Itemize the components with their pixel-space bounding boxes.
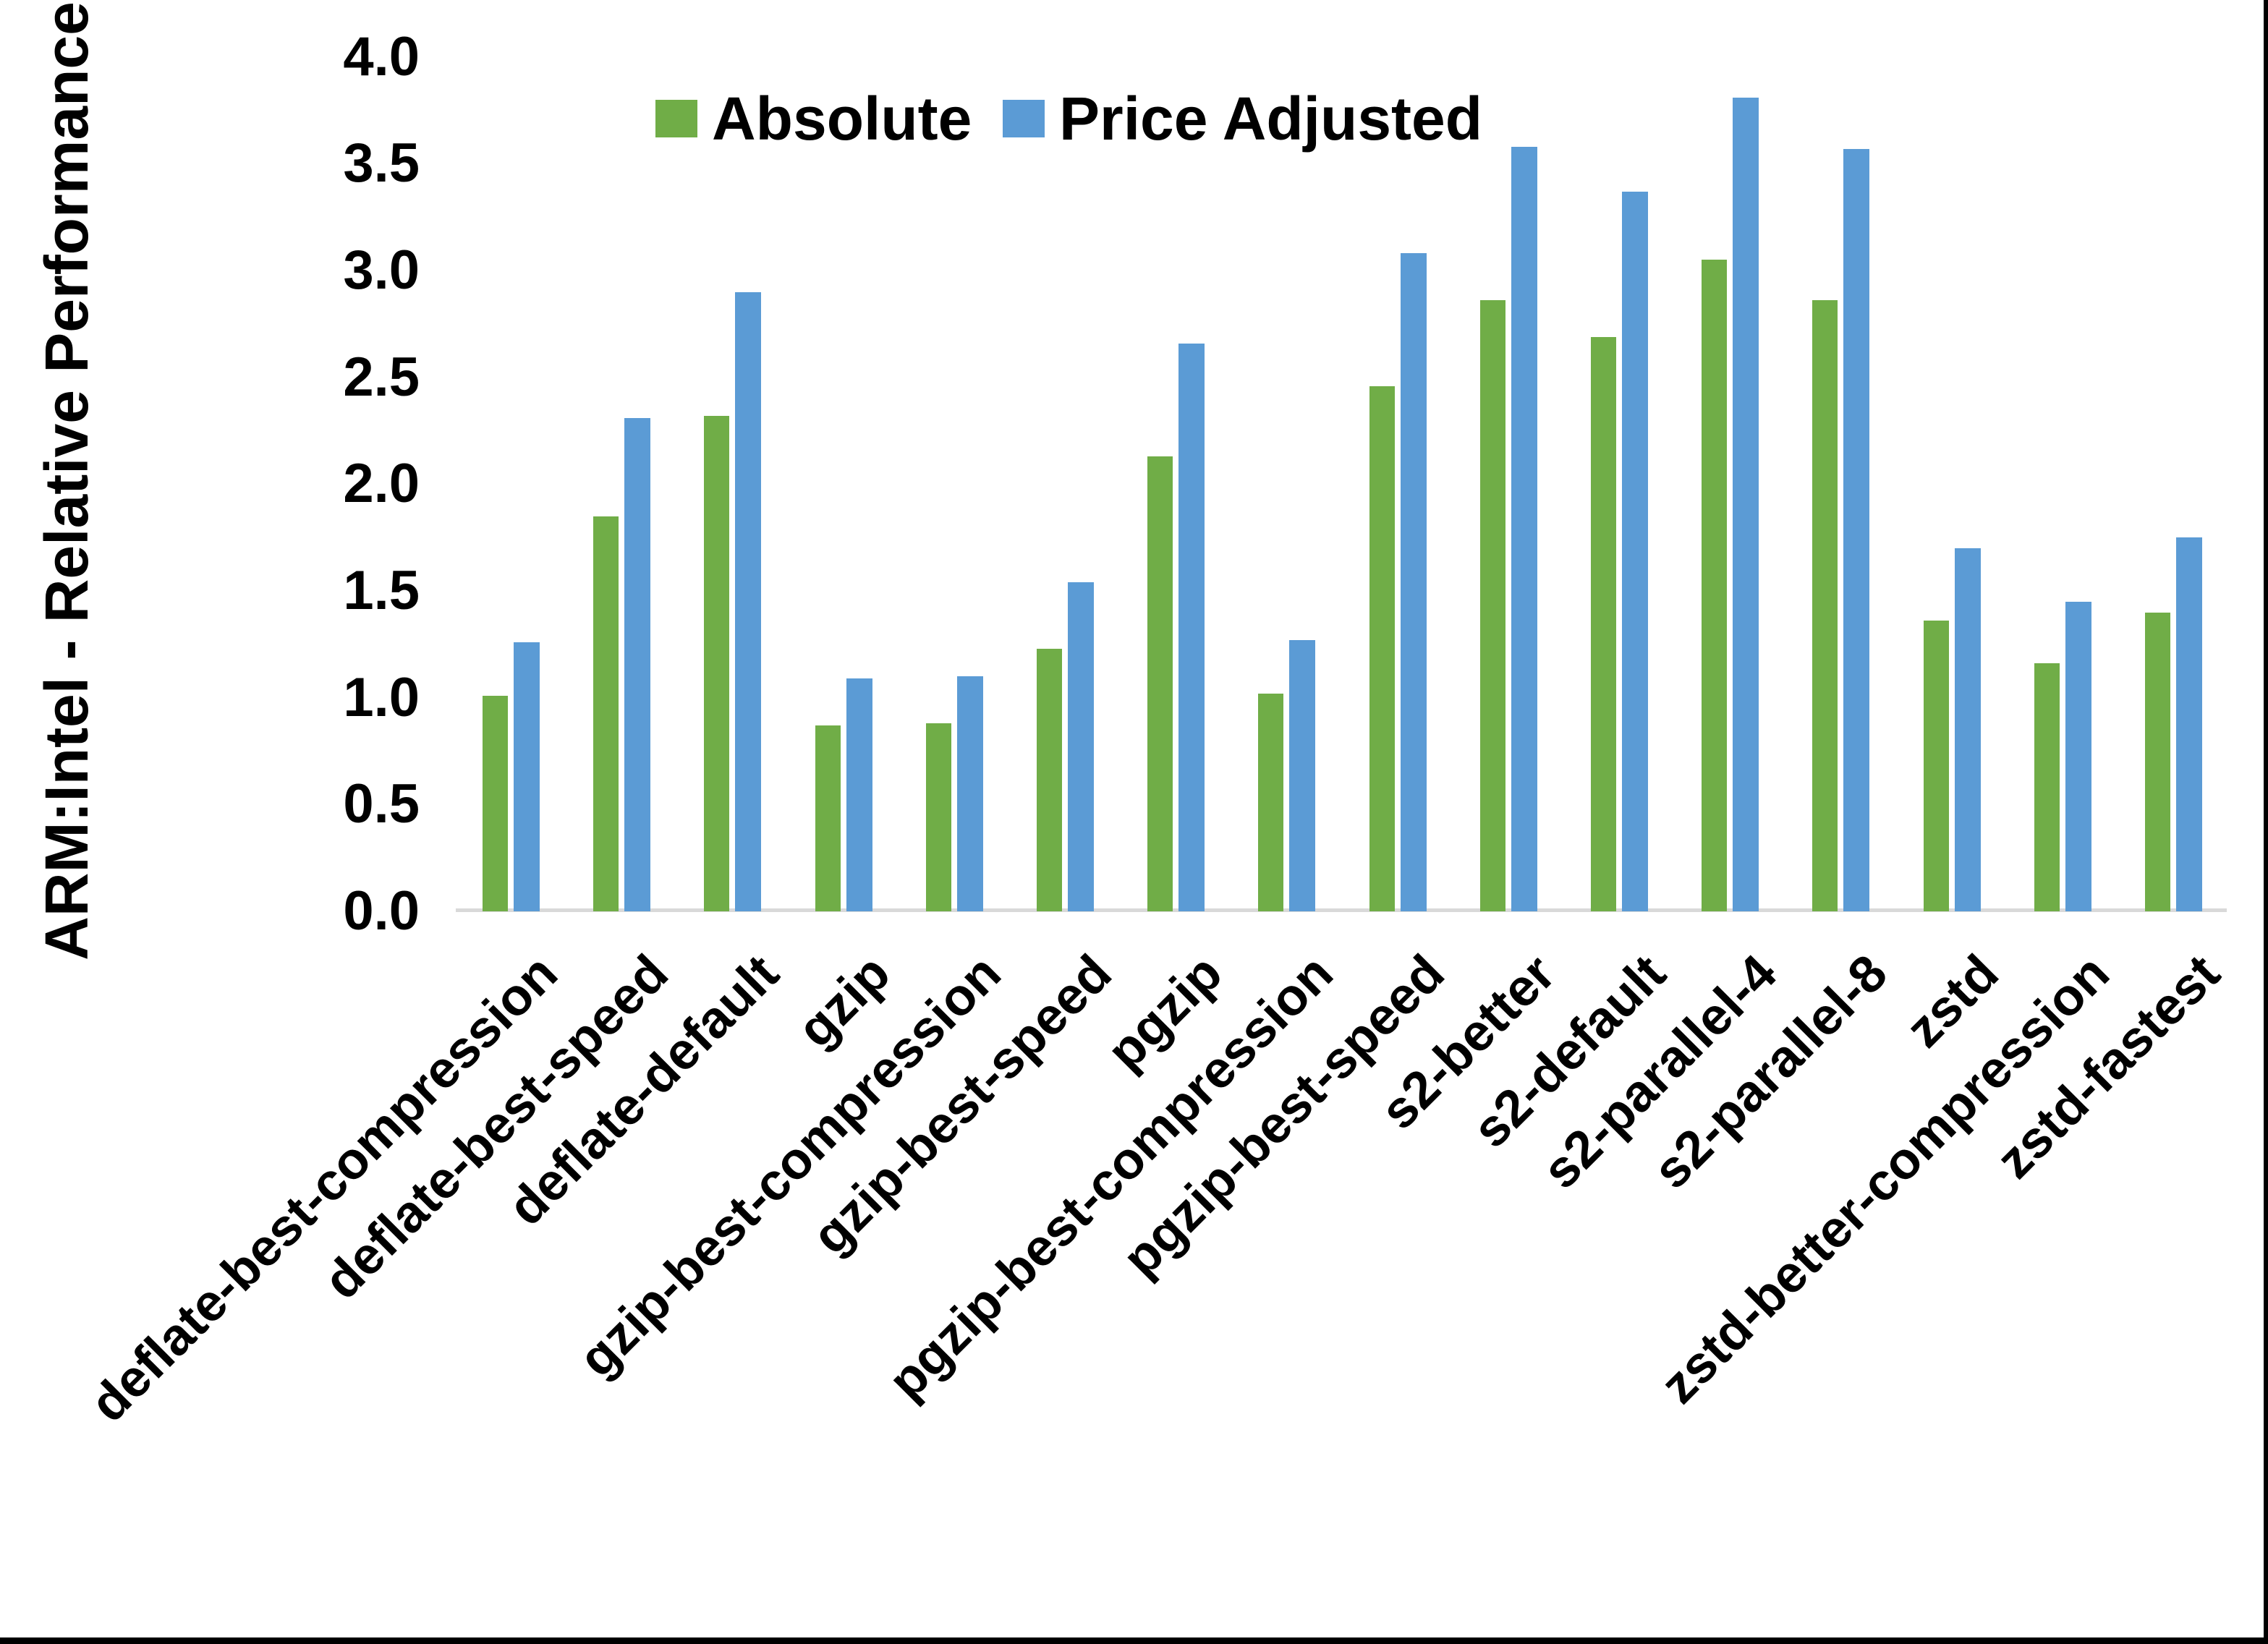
bar-absolute-s2-parallel-8 [1812,300,1838,911]
y-tick-label-3.5: 3.5 [343,132,420,195]
legend-swatch-price-adjusted-icon [1003,100,1045,137]
bar-absolute-gzip-best-compression [925,723,951,911]
y-tick-label-3.0: 3.0 [343,239,420,302]
bar-price-adjusted-s2-default [1622,191,1648,911]
bar-absolute-zstd-better-compression [2034,663,2060,911]
bar-price-adjusted-s2-parallel-8 [1843,148,1870,911]
bar-price-adjusted-zstd-better-compression [2065,601,2091,911]
bar-price-adjusted-gzip-best-compression [956,676,983,911]
bar-absolute-zstd-fastest [2145,612,2170,911]
bar-absolute-s2-better [1479,300,1505,911]
bar-absolute-zstd [1923,621,1949,911]
bar-price-adjusted-deflate-default [735,291,762,911]
bar-price-adjusted-zstd-fastest [2176,537,2202,911]
bar-price-adjusted-zstd [1954,548,1981,911]
x-category-label-deflate-best-compression: deflate-best-compression [79,944,569,1434]
bar-price-adjusted-gzip [846,678,872,911]
bar-absolute-deflate-default [704,415,730,911]
bar-absolute-pgzip-best-speed [1369,386,1395,911]
legend-item-price-adjusted: Price Adjusted [1003,81,1482,156]
y-tick-label-1.0: 1.0 [343,666,420,728]
y-tick-label-4.0: 4.0 [343,25,420,88]
y-tick-label-2.0: 2.0 [343,453,420,515]
bar-absolute-deflate-best-compression [483,695,508,911]
bar-absolute-s2-default [1591,336,1616,911]
x-axis-line [456,908,2227,912]
legend-label-price-adjusted: Price Adjusted [1059,85,1483,153]
y-tick-label-0.5: 0.5 [343,773,420,835]
bar-absolute-deflate-best-speed [593,516,619,911]
bar-price-adjusted-pgzip-best-speed [1400,253,1427,911]
bar-price-adjusted-deflate-best-compression [514,642,540,911]
bar-absolute-pgzip-best-compression [1258,693,1284,911]
bar-price-adjusted-s2-parallel-4 [1733,97,1759,911]
bar-price-adjusted-pgzip [1178,343,1205,911]
bar-absolute-gzip-best-speed [1037,648,1062,911]
y-tick-label-2.5: 2.5 [343,346,420,408]
bar-price-adjusted-deflate-best-speed [624,417,651,911]
y-tick-label-0.0: 0.0 [343,880,420,942]
window-border-right [2264,0,2268,1644]
bar-absolute-gzip [815,725,841,911]
y-tick-label-1.5: 1.5 [343,560,420,622]
bar-absolute-pgzip [1147,456,1173,911]
bar-price-adjusted-gzip-best-speed [1068,582,1094,911]
legend-item-absolute: Absolute [655,81,972,156]
legend-swatch-absolute-icon [655,100,697,137]
bar-price-adjusted-pgzip-best-compression [1289,639,1316,911]
bar-absolute-s2-parallel-4 [1702,260,1728,911]
legend-label-absolute: Absolute [712,85,972,153]
y-axis-title: ARM:Intel - Relative Performance [33,1,101,961]
window-border-bottom [0,1637,2268,1644]
bar-price-adjusted-s2-better [1511,146,1537,911]
